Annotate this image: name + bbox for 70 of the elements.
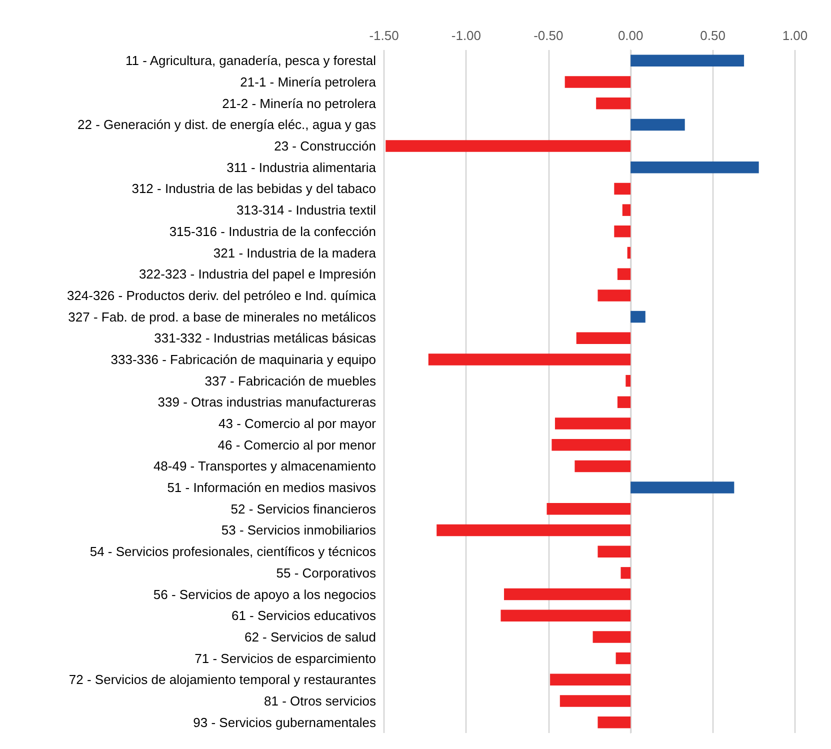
bar: [620, 567, 631, 579]
y-tick-label: 56 - Servicios de apoyo a los negocios: [153, 586, 376, 602]
y-tick-label: 55 - Corporativos: [276, 565, 376, 580]
y-tick-label: 315-316 - Industria de la confección: [169, 224, 376, 239]
bar: [546, 503, 631, 515]
bar: [550, 674, 631, 686]
bar: [614, 182, 631, 195]
bar: [630, 54, 744, 67]
bar: [626, 374, 631, 387]
bar: [500, 610, 631, 622]
bar: [616, 652, 631, 664]
y-tick-label: 313-314 - Industria textil: [236, 202, 376, 218]
bar: [622, 204, 631, 216]
y-tick-label: 339 - Otras industrias manufactureras: [158, 394, 376, 410]
bar: [630, 162, 759, 174]
bar: [560, 695, 631, 707]
y-tick-label: 324-326 - Productos deriv. del petróleo e Ind. química: [66, 288, 377, 303]
bar: [630, 482, 734, 494]
x-tick-label: 1.00: [782, 28, 808, 43]
y-tick-label: 333-336 - Fabricación de maquinaria y equipo: [110, 352, 376, 367]
bar: [564, 76, 631, 88]
bar: [598, 716, 631, 728]
y-tick-label: 48-49 - Transportes y almacenamiento: [153, 458, 376, 474]
y-tick-label: 21-1 - Minería petrolera: [240, 74, 377, 90]
y-tick-label: 11 - Agricultura, ganadería, pesca y forestal: [125, 53, 376, 68]
bar: [574, 460, 631, 472]
bar: [627, 246, 631, 259]
y-tick-label: 327 - Fab. de prod. a base de minerales no metálicos: [68, 309, 376, 324]
y-tick-label: 71 - Servicios de esparcimiento: [194, 650, 376, 666]
bar: [504, 588, 631, 600]
x-tick-label: -0.50: [534, 28, 564, 43]
y-tick-label: 43 - Comercio al por mayor: [218, 416, 377, 432]
y-tick-label: 22 - Generación y dist. de energía eléc., agua y gas: [78, 117, 376, 132]
y-tick-label: 51 - Información en medios masivos: [167, 480, 376, 496]
bar: [436, 524, 631, 536]
bar: [630, 118, 685, 131]
bar: [630, 310, 646, 323]
bar: [598, 546, 631, 558]
bar: [617, 268, 631, 280]
bar: [614, 226, 631, 238]
bar: [598, 290, 631, 302]
bar: [554, 418, 631, 430]
y-tick-label: 53 - Servicios inmobiliarios: [221, 522, 376, 538]
y-tick-label: 321 - Industria de la madera: [213, 245, 377, 260]
y-tick-label: 93 - Servicios gubernamentales: [193, 714, 376, 730]
x-tick-label: 0.50: [700, 28, 726, 43]
y-tick-label: 81 - Otros servicios: [264, 693, 376, 708]
y-tick-label: 337 - Fabricación de muebles: [204, 373, 376, 388]
y-tick-label: 54 - Servicios profesionales, científicos y técnicos: [90, 544, 376, 560]
y-tick-label: 23 - Construcción: [274, 138, 376, 154]
y-tick-label: 21-2 - Minería no petrolera: [222, 96, 377, 111]
bar: [617, 396, 631, 408]
x-tick-label: 0.00: [618, 28, 644, 43]
bar: [552, 438, 631, 451]
bar: [592, 631, 631, 643]
bar: [576, 332, 631, 344]
y-tick-label: 46 - Comercio al por menor: [218, 437, 377, 452]
y-tick-label: 322-323 - Industria del papel e Impresión: [138, 266, 376, 282]
bar: [596, 97, 631, 110]
bar: [386, 140, 631, 152]
x-tick-label: -1.00: [451, 28, 482, 43]
y-tick-label: 312 - Industria de las bebidas y del tabaco: [132, 181, 376, 196]
y-tick-label: 52 - Servicios financieros: [230, 501, 376, 516]
y-tick-label: 62 - Servicios de salud: [244, 629, 376, 644]
y-tick-label: 61 - Servicios educativos: [231, 608, 376, 624]
x-tick-label: -1.50: [369, 28, 399, 43]
y-tick-label: 72 - Servicios de alojamiento temporal y restaurantes: [68, 672, 376, 688]
bar: [428, 354, 631, 366]
y-tick-label: 331-332 - Industrias metálicas básicas: [154, 330, 376, 346]
y-tick-label: 311 - Industria alimentaria: [226, 160, 377, 175]
